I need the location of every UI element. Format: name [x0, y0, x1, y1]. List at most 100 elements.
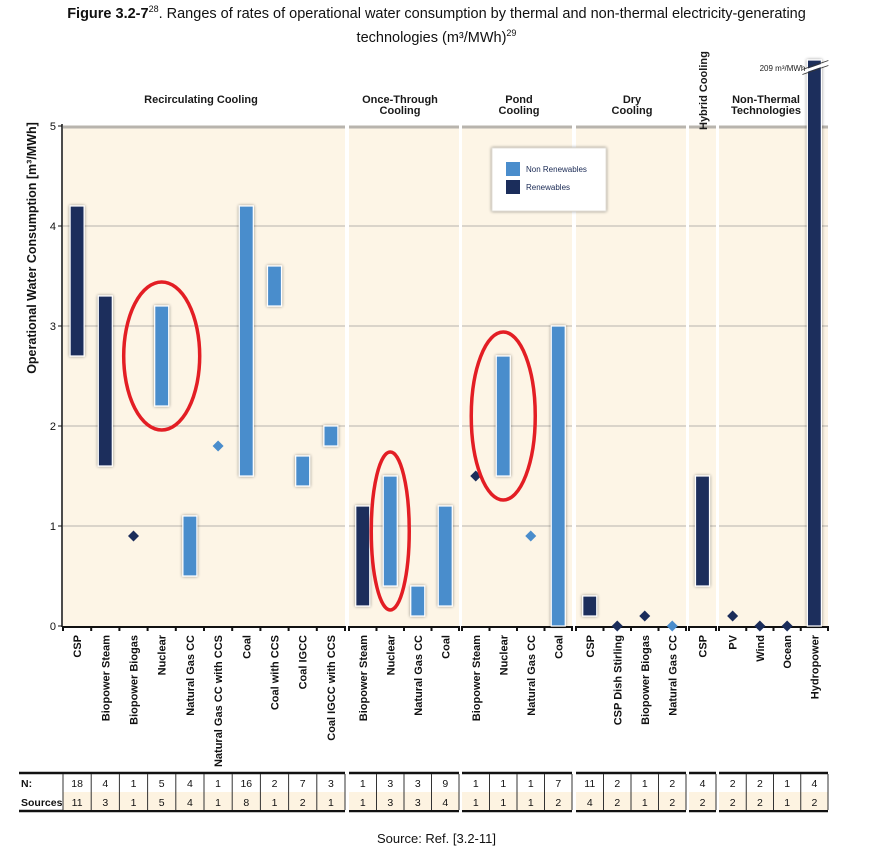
x-label-csp: CSP: [72, 635, 84, 658]
table-cell-bg: [431, 792, 459, 810]
range-bar-coal: [238, 205, 254, 477]
table-cell-bg: [631, 792, 659, 810]
group-title-non-thermal-technologies: Non-Thermal Technologies: [731, 94, 801, 117]
table-sources-value: 2: [300, 797, 306, 809]
table-cell-bg: [404, 792, 432, 810]
x-label-hydropower: Hydropower: [809, 634, 821, 699]
figure-title-line-2: technologies (m³/MWh)29: [0, 24, 873, 48]
x-label-coal-igcc-with-ccs: Coal IGCC with CCS: [326, 635, 338, 741]
table-sources-value: 2: [669, 797, 675, 809]
table-cell-bg: [489, 792, 517, 810]
x-label-csp-dish-stirling: CSP Dish Stirling: [612, 635, 624, 725]
point-wind: [754, 620, 766, 632]
range-bar-csp: [69, 205, 85, 357]
table-cell-bg: [349, 792, 377, 810]
y-tick-label: 1: [50, 521, 56, 533]
table-n-value: 2: [730, 778, 736, 790]
x-label-natural-gas-cc-with-ccs: Natural Gas CC with CCS: [213, 635, 225, 767]
x-label-natural-gas-cc: Natural Gas CC: [667, 635, 679, 716]
table-sources-value: 2: [811, 797, 817, 809]
table-sources-value: 3: [387, 797, 393, 809]
table-cell-bg: [91, 792, 120, 810]
table-cell-bg: [544, 792, 572, 810]
table-sources-value: 1: [215, 797, 221, 809]
x-label-wind: Wind: [755, 635, 767, 662]
y-axis-title: Operational Water Consumption [m³/MWh]: [25, 122, 39, 374]
range-bar-csp: [694, 475, 711, 587]
table-cell-bg: [462, 792, 490, 810]
table-cell-bg: [658, 792, 686, 810]
table-sources-value: 1: [642, 797, 648, 809]
x-label-nuclear: Nuclear: [498, 634, 510, 675]
table-n-value: 16: [240, 778, 252, 790]
x-label-coal-igcc: Coal IGCC: [298, 635, 310, 689]
point-biopower-biogas: [128, 530, 139, 542]
table-n-value: 4: [102, 778, 108, 790]
source-caption: Source: Ref. [3.2-11]: [377, 831, 496, 846]
table-cell-bg: [746, 792, 774, 810]
point-biopower-biogas: [639, 610, 651, 622]
table-n-value: 2: [669, 778, 675, 790]
highlight-ellipse-nuclear: [469, 330, 537, 502]
range-bar-coal: [437, 505, 453, 607]
sample-size-table: N:Sources:181143115544111682172311133339…: [19, 771, 829, 813]
table-cell-bg: [576, 792, 604, 810]
annotations: Recirculating Cooling Once-Through Cooling…: [121, 51, 829, 612]
legend-box: [491, 147, 607, 212]
point-natural-gas-cc-with-ccs: [212, 440, 224, 452]
group-title-hybrid-cooling: Hybrid Cooling: [698, 51, 710, 130]
table-sources-value: 2: [614, 797, 620, 809]
range-bar-natural-gas-cc: [182, 515, 198, 577]
x-label-biopower-steam: Biopower Steam: [358, 635, 370, 721]
x-label-nuclear: Nuclear: [385, 634, 397, 675]
legend-label-non-renewable: Non Renewables: [526, 165, 587, 174]
table-cell-bg: [63, 792, 92, 810]
table-n-value: 3: [387, 778, 393, 790]
table-n-value: 1: [784, 778, 790, 790]
x-label-biopower-biogas: Biopower Biogas: [640, 635, 652, 725]
range-bar-coal-igcc-with-ccs: [323, 425, 339, 447]
group-title-once-through-cooling: Once-Through Cooling: [362, 94, 438, 117]
table-cell-bg: [603, 792, 631, 810]
table-n-value: 2: [757, 778, 763, 790]
y-tick-label: 4: [50, 221, 56, 233]
table-sources-value: 1: [272, 797, 278, 809]
x-label-biopower-steam: Biopower Steam: [471, 635, 483, 721]
table-n-value: 2: [614, 778, 620, 790]
range-bar-nuclear: [382, 475, 398, 587]
x-label-biopower-biogas: Biopower Biogas: [129, 635, 141, 725]
figure-title-text: . Ranges of rates of operational water c…: [158, 5, 806, 22]
point-csp-dish-stirling: [611, 620, 623, 632]
axis-break-mark: [801, 61, 829, 74]
table-n-value: 5: [159, 778, 165, 790]
table-label-n: N:: [21, 778, 32, 790]
axes: 0 1 2 3 4 5 Operational Water Consumption [m³/…: [25, 121, 829, 767]
table-sources-value: 1: [473, 797, 479, 809]
table-cell-bg: [376, 792, 404, 810]
x-label-biopower-steam: Biopower Steam: [100, 635, 112, 721]
legend-swatch-renewable: [506, 180, 520, 194]
point-natural-gas-cc: [666, 620, 678, 632]
range-bar-nuclear: [154, 305, 170, 407]
table-cell-bg: [800, 792, 828, 810]
x-label-natural-gas-cc: Natural Gas CC: [526, 635, 538, 716]
x-label-csp: CSP: [585, 635, 597, 658]
table-label-sources: Sources:: [21, 797, 66, 809]
x-label-coal: Coal: [553, 635, 565, 659]
table-sources-value: 3: [102, 797, 108, 809]
x-label-nuclear: Nuclear: [157, 634, 169, 675]
data-marks: [69, 59, 822, 632]
range-bar-csp: [582, 595, 598, 617]
table-n-value: 1: [528, 778, 534, 790]
point-natural-gas-cc: [525, 530, 537, 542]
table-n-value: 3: [415, 778, 421, 790]
range-bar-coal-igcc: [295, 455, 311, 487]
figure-label-footnote: 28: [148, 4, 159, 14]
legend-label-renewable: Renewables: [526, 183, 570, 192]
table-n-value: 4: [811, 778, 817, 790]
table-sources-value: 2: [730, 797, 736, 809]
highlight-ellipse-nuclear: [121, 280, 202, 432]
table-n-value: 7: [555, 778, 561, 790]
range-bar-coal: [550, 325, 566, 627]
